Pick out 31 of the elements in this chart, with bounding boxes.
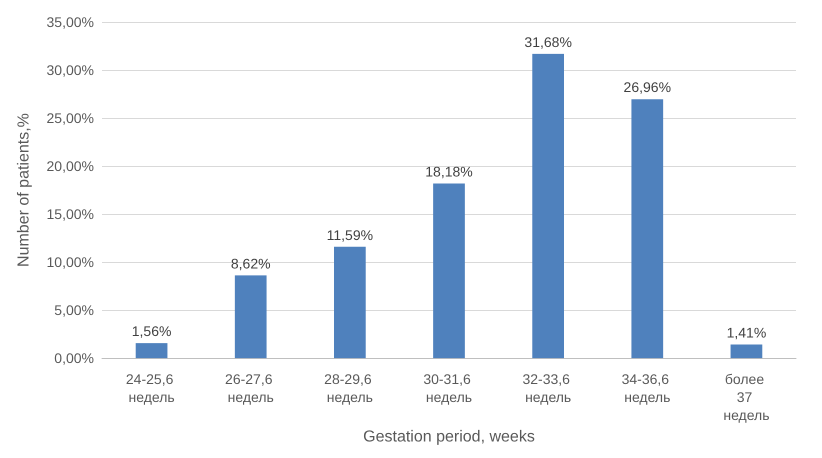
x-tick-label: 26-27,6 недель	[225, 371, 276, 406]
data-label: 26,96%	[624, 79, 672, 96]
y-tick-label: 5,00%	[54, 302, 94, 318]
bar	[136, 343, 168, 358]
bar	[334, 246, 366, 358]
data-label: 1,41%	[726, 324, 766, 341]
y-tick-label: 15,00%	[46, 206, 94, 222]
y-axis-title: Number of patients,%	[16, 113, 32, 267]
y-tick-label: 35,00%	[46, 14, 94, 30]
data-label: 11,59%	[326, 226, 374, 243]
data-label: 1,56%	[132, 323, 172, 340]
y-tick-label: 0,00%	[54, 350, 94, 366]
x-tick-label: 34-36,6 недель	[622, 371, 673, 406]
x-tick-label: 30-31,6 недель	[423, 371, 475, 406]
y-tick-label: 20,00%	[46, 158, 94, 174]
x-tick-label: 32-33,6 недель	[522, 371, 574, 406]
x-tick-label: 28-29,6 недель	[324, 371, 376, 406]
bar	[730, 344, 762, 358]
bar	[433, 184, 465, 358]
data-label: 31,68%	[524, 34, 572, 50]
data-label: 18,18%	[425, 164, 473, 180]
y-tick-label: 30,00%	[46, 62, 94, 78]
bar	[234, 275, 267, 358]
y-tick-label: 25,00%	[46, 110, 94, 126]
x-axis-title: Gestation period, weeks	[363, 428, 535, 446]
y-tick-label: 10,00%	[46, 254, 94, 270]
x-tick-label: более 37 недель	[723, 371, 770, 424]
bar	[631, 99, 664, 358]
x-tick-label: 24-25,6 недель	[126, 371, 178, 406]
data-label: 8,62%	[230, 255, 271, 272]
bar	[532, 54, 564, 358]
